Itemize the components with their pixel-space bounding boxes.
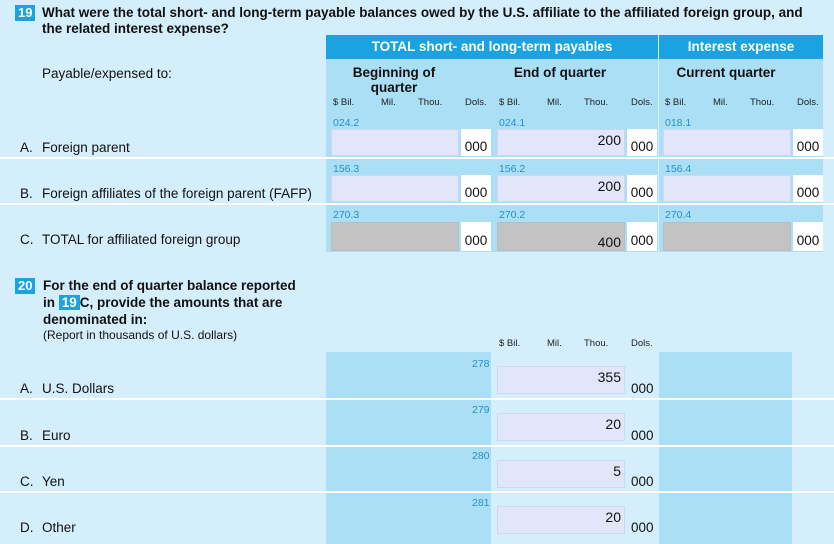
interest-input-a[interactable] — [663, 129, 791, 156]
unit-bil: $ Bil. — [665, 97, 687, 108]
q20-row-b-letter: B. — [20, 428, 33, 443]
dols-end-a: 000 — [627, 129, 657, 156]
code-begin-b: 156.3 — [333, 163, 360, 175]
row-c-letter: C. — [20, 232, 34, 247]
row-b-letter: B. — [20, 186, 33, 201]
question-20-line2-post: C, provide the amounts that are — [79, 295, 283, 310]
other-amount-input[interactable]: 20 — [497, 506, 625, 534]
q20-row-d-label: Other — [42, 520, 76, 535]
question-19-text-line2: the related interest expense? — [42, 21, 229, 36]
row-c-label: TOTAL for affiliated foreign group — [42, 232, 241, 247]
q20-dols-d: 000 — [631, 520, 654, 535]
subheader-beginning: Beginning of quarter — [330, 65, 458, 95]
dols-interest-b: 000 — [793, 175, 823, 202]
code-interest-b: 156.4 — [665, 163, 692, 175]
q20-row-d-letter: D. — [20, 520, 34, 535]
question-20-line3: denominated in: — [43, 312, 148, 327]
q20-dols-a: 000 — [631, 381, 654, 396]
code-interest-c: 270.4 — [665, 209, 692, 221]
question-20-line2-pre: in — [43, 295, 55, 310]
unit-mil: Mil. — [713, 97, 728, 108]
q20-dols-b: 000 — [631, 428, 654, 443]
unit-thou: Thou. — [750, 97, 775, 108]
dols-begin-c: 000 — [461, 222, 491, 251]
header-interest-expense: Interest expense — [659, 35, 823, 59]
end-quarter-input-b[interactable]: 200 — [497, 175, 625, 202]
unit-dols: Dols. — [631, 97, 653, 108]
header-total-payables: TOTAL short- and long-term payables — [326, 35, 658, 59]
code-end-b: 156.2 — [499, 163, 526, 175]
unit-dols: Dols. — [797, 97, 819, 108]
unit-bil: $ Bil. — [333, 97, 355, 108]
row-divider — [0, 157, 834, 159]
question-19-number: 19 — [15, 5, 36, 21]
interest-total-c — [663, 222, 791, 251]
question-20-number: 20 — [15, 278, 36, 294]
begin-quarter-input-a[interactable] — [331, 129, 459, 156]
dols-end-c: 000 — [627, 222, 657, 251]
end-quarter-total-c: 400 — [497, 222, 625, 251]
q20-row-a-letter: A. — [20, 381, 33, 396]
subheader-beginning-line1: Beginning of — [352, 65, 436, 80]
unit-bil: $ Bil. — [499, 338, 521, 349]
question-19-text-line1: What were the total short- and long-term… — [42, 5, 803, 20]
subheader-end-of-quarter: End of quarter — [513, 65, 607, 80]
row-b-label: Foreign affiliates of the foreign parent… — [42, 186, 312, 201]
payable-expensed-label: Payable/expensed to: — [42, 66, 172, 81]
dols-interest-a: 000 — [793, 129, 823, 156]
q20-right-column-shade — [659, 352, 792, 544]
unit-dols: Dols. — [631, 338, 653, 349]
q20-code-d: 281 — [472, 497, 490, 509]
q20-row-a-label: U.S. Dollars — [42, 381, 115, 396]
interest-input-b[interactable] — [663, 175, 791, 202]
unit-thou: Thou. — [584, 338, 609, 349]
question-20-line1: For the end of quarter balance reported — [43, 278, 296, 293]
end-quarter-input-a[interactable]: 200 — [497, 129, 625, 156]
unit-mil: Mil. — [547, 338, 562, 349]
row-divider — [0, 491, 834, 493]
q20-row-b-label: Euro — [42, 428, 71, 443]
unit-mil: Mil. — [381, 97, 396, 108]
subheader-current-quarter: Current quarter — [676, 65, 776, 80]
unit-thou: Thou. — [584, 97, 609, 108]
row-divider — [0, 445, 834, 447]
subheader-beginning-line2: quarter — [370, 80, 418, 95]
code-interest-a: 018.1 — [665, 117, 692, 129]
q20-row-c-letter: C. — [20, 474, 34, 489]
code-begin-a: 024.2 — [333, 117, 360, 129]
row-divider — [0, 398, 834, 400]
euro-amount-input[interactable]: 20 — [497, 413, 625, 441]
dols-begin-b: 000 — [461, 175, 491, 202]
row-a-label: Foreign parent — [42, 140, 130, 155]
dols-begin-a: 000 — [461, 129, 491, 156]
yen-amount-input[interactable]: 5 — [497, 460, 625, 488]
unit-bil: $ Bil. — [499, 97, 521, 108]
q20-code-a: 278 — [472, 358, 490, 370]
question-20-line2: in 19 C, provide the amounts that are — [43, 294, 282, 311]
q20-code-c: 280 — [472, 450, 490, 462]
question-19-reference: 19 — [58, 295, 80, 310]
q20-dols-c: 000 — [631, 474, 654, 489]
begin-quarter-input-b[interactable] — [331, 175, 459, 202]
q20-row-c-label: Yen — [42, 474, 65, 489]
question-20-note: (Report in thousands of U.S. dollars) — [43, 328, 238, 342]
code-end-a: 024.1 — [499, 117, 526, 129]
usd-amount-input[interactable]: 355 — [497, 366, 625, 394]
row-a-letter: A. — [20, 140, 33, 155]
q20-code-b: 279 — [472, 404, 490, 416]
dols-end-b: 000 — [627, 175, 657, 202]
unit-mil: Mil. — [547, 97, 562, 108]
code-end-c: 270.2 — [499, 209, 526, 221]
unit-thou: Thou. — [418, 97, 443, 108]
code-begin-c: 270.3 — [333, 209, 360, 221]
begin-quarter-total-c — [331, 222, 459, 251]
dols-interest-c: 000 — [793, 222, 823, 251]
unit-dols: Dols. — [465, 97, 487, 108]
q20-left-column-shade — [326, 352, 491, 544]
row-divider — [0, 203, 834, 205]
